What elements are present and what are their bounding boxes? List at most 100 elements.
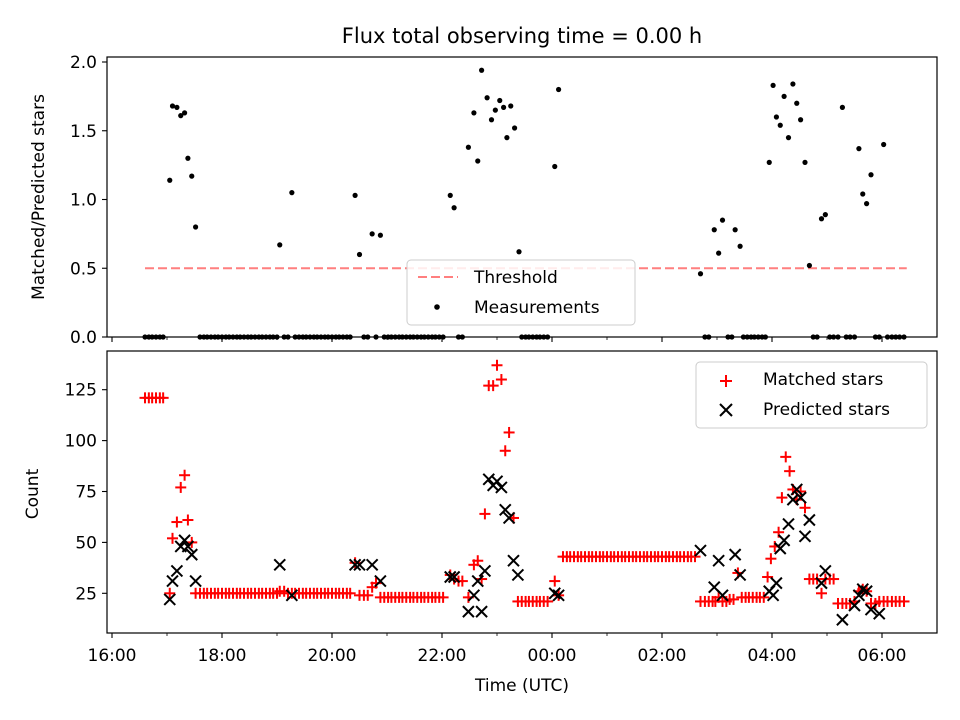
measurement-point xyxy=(716,250,722,256)
measurement-point xyxy=(475,158,481,164)
legend-matched-label: Matched stars xyxy=(763,370,883,390)
measurement-point xyxy=(369,231,375,237)
predicted-stars-point xyxy=(365,558,379,572)
y-tick-label: 1.0 xyxy=(70,191,97,211)
matched-stars-point xyxy=(362,589,374,601)
predicted-stars-point xyxy=(444,570,457,584)
x-tick-label: 16:00 xyxy=(88,646,137,666)
predicted-stars-point xyxy=(819,564,832,578)
matched-stars-point xyxy=(479,508,491,520)
legend-matched-swatch xyxy=(720,375,732,387)
count-chart-x-axis-label: Time (UTC) xyxy=(474,676,569,696)
predicted-stars-point xyxy=(852,589,866,602)
predicted-stars-point xyxy=(716,589,729,602)
legend-predicted-label: Predicted stars xyxy=(763,400,890,420)
predicted-stars-point xyxy=(782,517,795,531)
matched-stars-point xyxy=(689,551,701,563)
matched-stars-point xyxy=(499,445,511,457)
predicted-stars-point xyxy=(777,534,791,547)
measurement-point xyxy=(773,114,780,120)
measurement-point xyxy=(766,159,772,165)
measurement-point xyxy=(178,113,184,119)
matched-stars-point xyxy=(472,555,484,567)
predicted-stars-point xyxy=(873,607,886,620)
measurement-point xyxy=(169,103,176,109)
measurement-point xyxy=(802,159,808,165)
predicted-stars-point xyxy=(848,599,861,612)
measurement-point xyxy=(465,144,471,150)
matched-stars-point xyxy=(179,469,191,481)
matched-stars-point xyxy=(898,595,910,607)
measurement-point xyxy=(289,190,295,196)
measurement-point xyxy=(479,67,485,73)
measurement-point xyxy=(868,172,874,178)
count-chart-plot-area xyxy=(139,359,910,626)
matched-stars-point xyxy=(182,514,194,526)
count-chart-x-axis: 16:00 18:00 20:00 22:00 00:00 02:00 04:00 06:00 xyxy=(88,633,907,666)
predicted-stars-point xyxy=(490,475,504,488)
predicted-stars-point xyxy=(856,583,869,596)
predicted-stars-point xyxy=(798,530,812,543)
predicted-stars-point xyxy=(163,593,176,606)
measurement-point xyxy=(193,224,199,230)
measurement-point xyxy=(719,217,726,223)
measurement-point xyxy=(770,82,776,88)
legend-measurements-label: Measurements xyxy=(474,298,600,318)
matched-stars-point xyxy=(776,492,788,504)
measurement-point xyxy=(790,81,796,87)
predicted-stars-point xyxy=(447,570,461,584)
predicted-stars-point xyxy=(185,548,198,561)
predicted-stars-point xyxy=(178,534,191,547)
matched-stars-point xyxy=(762,571,774,583)
predicted-stars-point xyxy=(495,481,508,494)
ratio-chart: 0.00.51.01.52.0 Matched/Predicted stars … xyxy=(29,53,938,348)
predicted-stars-point xyxy=(353,558,366,572)
y-tick-label: 50 xyxy=(75,533,97,553)
predicted-stars-point xyxy=(170,564,184,578)
measurement-point xyxy=(189,173,195,179)
predicted-stars-point xyxy=(478,564,492,578)
predicted-stars-point xyxy=(728,548,742,561)
matched-stars-point xyxy=(167,532,178,544)
measurement-point xyxy=(711,227,717,233)
measurement-point xyxy=(806,262,813,269)
measurement-point xyxy=(185,155,191,161)
predicted-stars-point xyxy=(181,540,195,553)
y-tick-label: 2.0 xyxy=(70,53,97,73)
x-tick-label: 22:00 xyxy=(418,646,467,666)
measurement-point xyxy=(488,117,495,123)
measurement-point xyxy=(167,177,173,183)
measurement-point xyxy=(497,97,503,104)
measurement-point xyxy=(182,110,188,116)
matched-stars-point xyxy=(171,516,183,528)
top-chart-title: Flux total observing time = 0.00 h xyxy=(342,24,702,48)
predicted-stars-point xyxy=(511,568,525,582)
predicted-stars-point xyxy=(462,605,475,618)
legend-predicted-swatch xyxy=(719,403,733,417)
matched-stars-point xyxy=(795,486,807,497)
legend-threshold-label: Threshold xyxy=(473,268,558,288)
matched-stars-point xyxy=(765,553,777,565)
matched-stars-point xyxy=(542,595,554,607)
predicted-stars-point xyxy=(794,491,807,504)
predicted-stars-point xyxy=(471,574,484,588)
predicted-stars-point xyxy=(548,587,561,600)
matched-stars-point xyxy=(816,587,827,599)
predicted-stars-point xyxy=(502,511,516,525)
count-chart-y-axis-label: Count xyxy=(23,468,43,519)
count-chart: 16:00 18:00 20:00 22:00 00:00 02:00 04:00 06:00… xyxy=(23,350,938,696)
predicted-stars-point xyxy=(774,542,787,555)
predicted-stars-point xyxy=(499,503,512,517)
measurement-point xyxy=(352,192,358,198)
measurement-point xyxy=(864,201,870,207)
ratio-chart-legend: Threshold Measurements xyxy=(406,259,636,326)
y-tick-label: 75 xyxy=(75,483,97,503)
measurement-point xyxy=(508,103,514,109)
measurement-point xyxy=(174,104,180,110)
ratio-chart-legend-box xyxy=(406,259,636,326)
predicted-stars-point xyxy=(467,589,481,602)
y-tick-label: 25 xyxy=(75,584,97,604)
predicted-stars-point xyxy=(786,493,800,506)
measurement-point xyxy=(556,86,562,93)
measurement-point xyxy=(777,122,783,128)
